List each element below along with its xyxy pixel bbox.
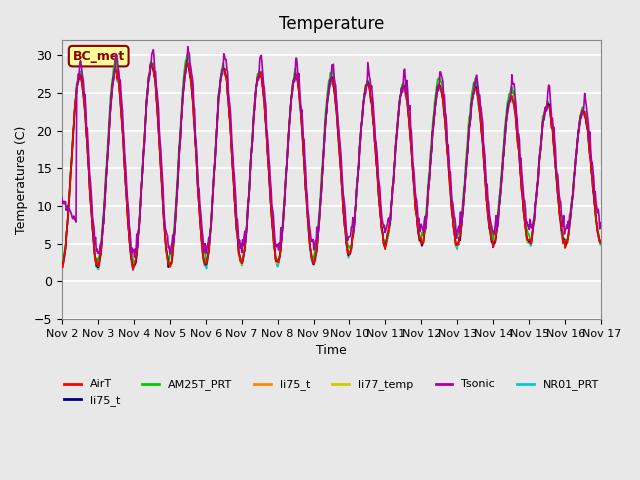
Y-axis label: Temperatures (C): Temperatures (C) xyxy=(15,125,28,234)
Title: Temperature: Temperature xyxy=(279,15,384,33)
Bar xyxy=(62,244,601,281)
Bar xyxy=(62,281,601,319)
Text: BC_met: BC_met xyxy=(72,49,125,63)
X-axis label: Time: Time xyxy=(316,345,347,358)
Legend: AirT, li75_t, AM25T_PRT, li75_t, li77_temp, Tsonic, NR01_PRT: AirT, li75_t, AM25T_PRT, li75_t, li77_te… xyxy=(60,375,604,410)
